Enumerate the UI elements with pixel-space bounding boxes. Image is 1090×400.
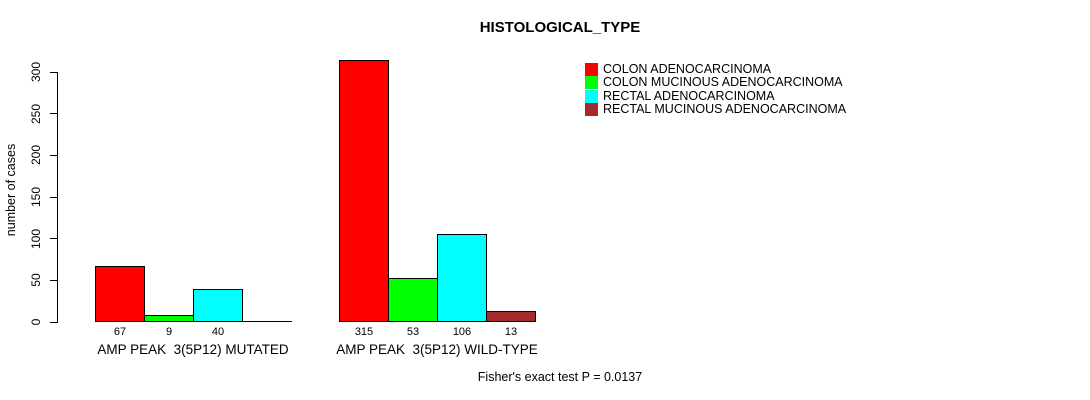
legend-swatch	[585, 103, 598, 117]
x-category-label: AMP PEAK 3(5P12) MUTATED	[97, 342, 289, 357]
legend-swatch	[585, 89, 598, 103]
bar-value-label: 53	[406, 326, 420, 338]
legend-label: COLON MUCINOUS ADENOCARCINOMA	[603, 75, 843, 90]
bar-value-label: 67	[113, 326, 127, 338]
y-axis-tick	[50, 71, 57, 73]
bar-value-label: 315	[354, 326, 374, 338]
y-axis-tick-label: 300	[29, 61, 43, 83]
legend-swatch	[585, 76, 598, 90]
legend-item: RECTAL MUCINOUS ADENOCARCINOMA	[585, 102, 847, 117]
y-axis-tick-label: 50	[29, 273, 43, 288]
bar-value-label: 9	[165, 326, 173, 338]
legend-label: COLON ADENOCARCINOMA	[603, 62, 772, 77]
bar-value-label: 13	[504, 326, 518, 338]
legend: COLON ADENOCARCINOMA COLON MUCINOUS ADENO…	[585, 62, 847, 117]
legend-label: RECTAL ADENOCARCINOMA	[603, 88, 775, 103]
legend-label: RECTAL MUCINOUS ADENOCARCINOMA	[603, 102, 847, 117]
y-axis-tick	[50, 113, 57, 115]
zero-height-bar-baseline	[242, 321, 292, 322]
bar	[339, 59, 389, 322]
bar-value-label: 106	[452, 326, 472, 338]
legend-swatch	[585, 63, 598, 77]
y-axis-tick	[50, 238, 57, 240]
y-axis-tick	[50, 321, 57, 323]
bar-value-label: 40	[211, 326, 225, 338]
bar	[95, 266, 145, 322]
y-axis-tick-label: 200	[29, 145, 43, 166]
legend-item: RECTAL ADENOCARCINOMA	[585, 88, 846, 103]
y-axis-tick	[50, 196, 57, 198]
bar	[193, 288, 243, 322]
x-category-label: AMP PEAK 3(5P12) WILD-TYPE	[336, 342, 538, 357]
y-axis-tick	[50, 154, 57, 156]
legend-item: COLON MUCINOUS ADENOCARCINOMA	[585, 75, 846, 90]
annotation-text: Fisher's exact test P = 0.0137	[477, 370, 643, 384]
y-axis-line	[57, 72, 58, 323]
chart-title: HISTOLOGICAL_TYPE	[479, 19, 641, 36]
y-axis-title: number of cases	[4, 143, 18, 237]
y-axis-tick	[50, 279, 57, 281]
y-axis-tick-label: 100	[29, 228, 43, 249]
y-axis-tick-label: 250	[29, 103, 43, 124]
y-axis-tick-label: 0	[29, 318, 43, 326]
bar	[388, 277, 438, 322]
legend-item: COLON ADENOCARCINOMA	[585, 62, 846, 77]
bar	[437, 233, 487, 322]
y-axis-tick-label: 150	[29, 186, 43, 208]
bar	[144, 314, 194, 322]
bar	[486, 311, 536, 322]
